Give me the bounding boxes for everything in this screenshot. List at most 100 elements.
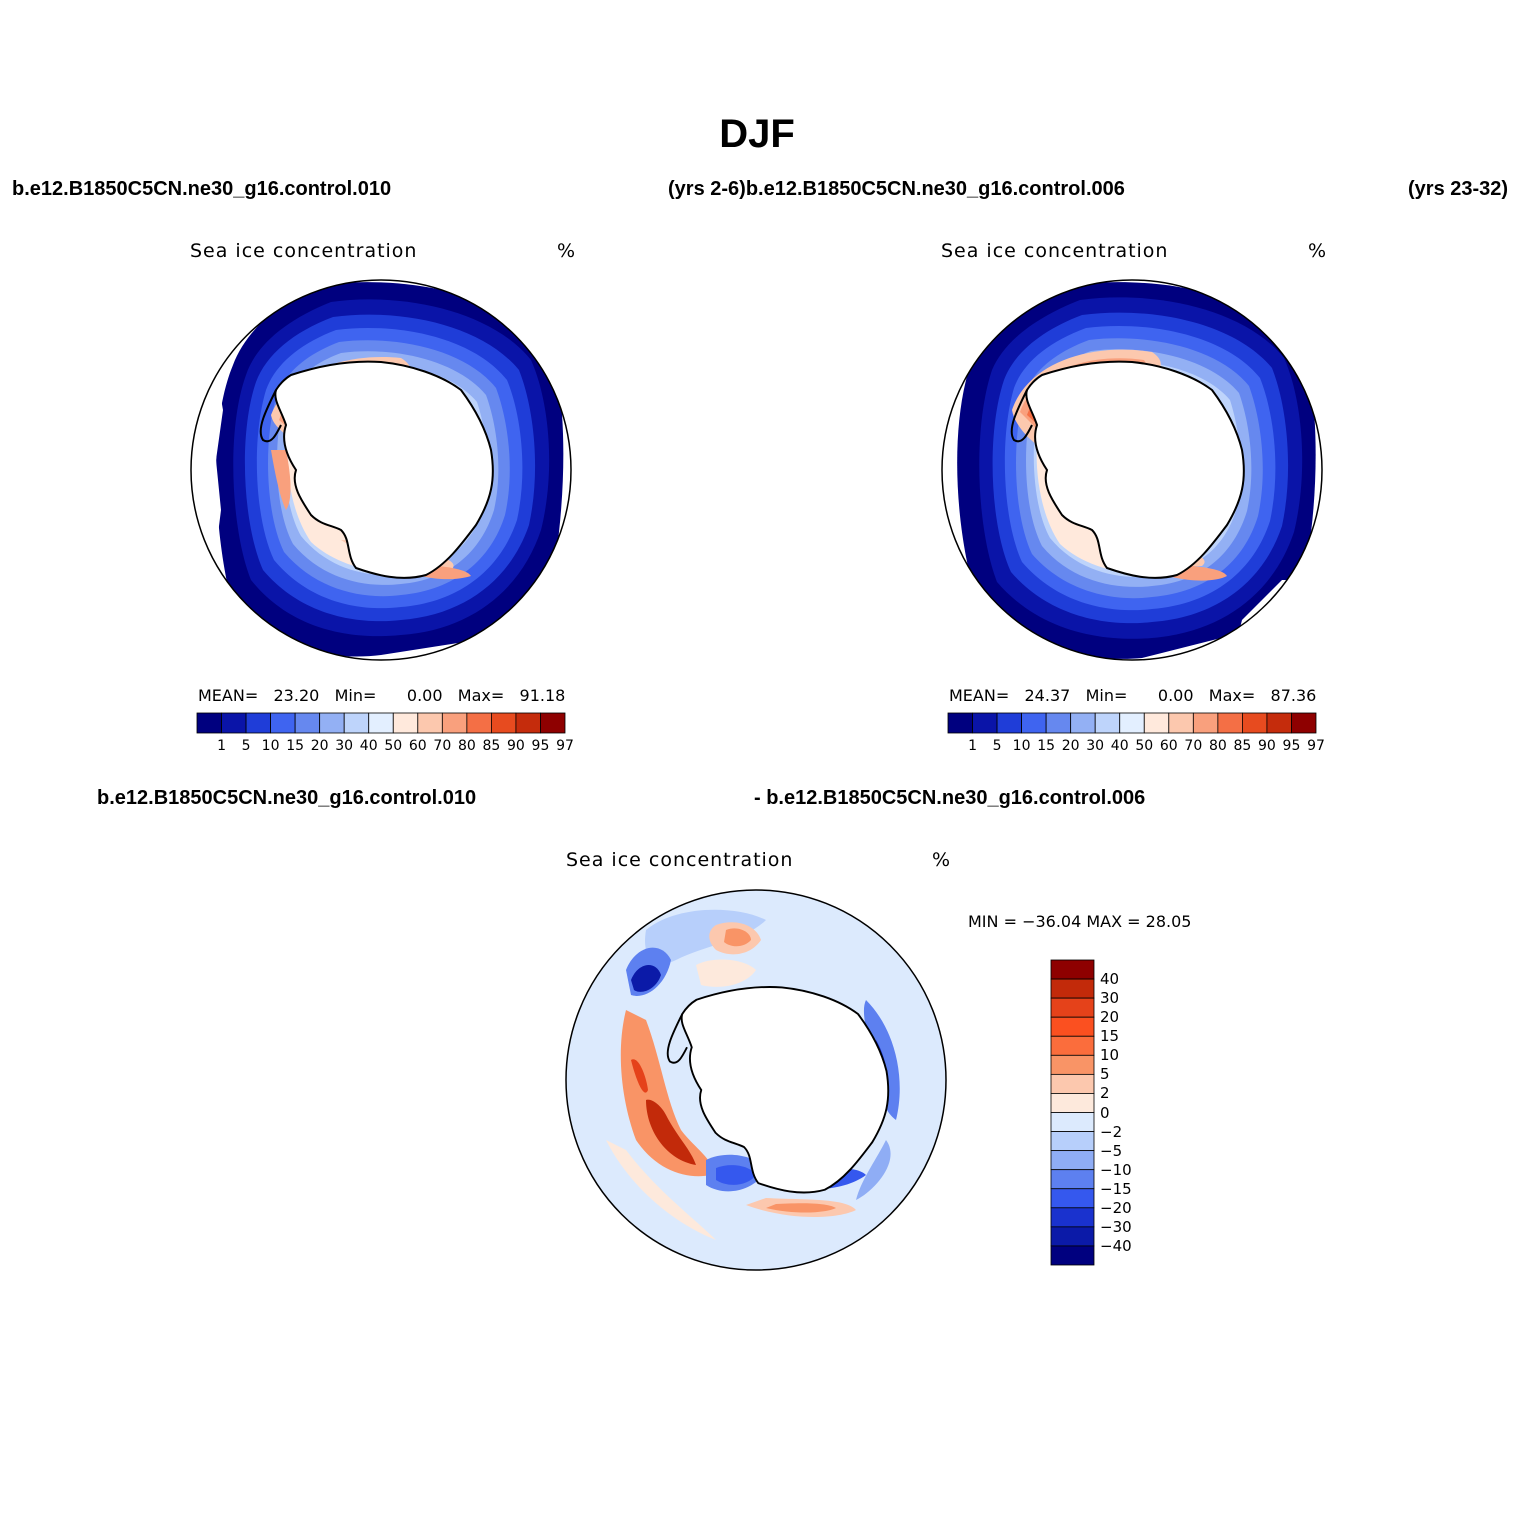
- panel2-peninsula: [1010, 389, 1033, 443]
- panel1-peninsula: [259, 389, 282, 443]
- colorbar2-tick-label: 97: [1307, 738, 1325, 754]
- colorbar2-swatch: [947, 712, 973, 734]
- colorbar1: [196, 712, 566, 734]
- panel3-patch-5: [724, 928, 751, 947]
- colorbar1-swatch: [515, 712, 541, 734]
- colorbar2-tick-label: 70: [1184, 738, 1203, 754]
- colorbar3-swatch: [1050, 1054, 1095, 1075]
- colorbar1-tick-label: 70: [433, 738, 452, 754]
- colorbar1-tick-label: 85: [482, 738, 501, 754]
- colorbar3-swatch: [1050, 1016, 1095, 1037]
- colorbar1-tick-label: 10: [261, 738, 280, 754]
- panel1-stats: MEAN= 23.20 Min= 0.00 Max= 91.18: [198, 686, 565, 705]
- header-top-left: b.e12.B1850C5CN.ne30_g16.control.010: [12, 178, 392, 200]
- colorbar1-tick-label: 95: [531, 738, 550, 754]
- panel1-max-label: Max=: [457, 686, 505, 705]
- colorbar3-swatch: [1050, 1093, 1095, 1113]
- panel1-patch-4: [271, 450, 291, 510]
- panel2-map: [942, 280, 1322, 660]
- panel3-patch-9: [646, 1099, 696, 1165]
- colorbar2-tick-label: 10: [1012, 738, 1031, 754]
- colorbar3-swatch: [1050, 1188, 1095, 1209]
- panel1-map-border: [190, 279, 572, 661]
- colorbar1-swatch: [417, 712, 443, 734]
- colorbar2-tick-label: 80: [1208, 738, 1227, 754]
- colorbar1-tick-label: 90: [507, 738, 525, 754]
- colorbar2-tick-label: 20: [1061, 738, 1080, 754]
- panel1-mean: 23.20: [273, 686, 320, 705]
- header-top-right: (yrs 23-32): [1408, 178, 1509, 200]
- colorbar1-tick-label: 1: [217, 738, 226, 754]
- colorbar2-swatch: [996, 712, 1022, 734]
- panel2-antarctica: [1025, 360, 1245, 579]
- colorbar2-swatch: [1021, 712, 1047, 734]
- colorbar2-swatch: [1045, 712, 1072, 734]
- panel2-max: 87.36: [1270, 686, 1317, 705]
- colorbar2-swatch: [1143, 712, 1170, 734]
- colorbar2-swatch: [1192, 712, 1219, 734]
- header-bottom-left: b.e12.B1850C5CN.ne30_g16.control.010: [97, 787, 477, 809]
- colorbar2: [947, 712, 1317, 734]
- colorbar3-swatch: [1050, 978, 1095, 999]
- colorbar3-swatch: [1050, 1035, 1095, 1056]
- colorbar3-swatch: [1050, 1150, 1095, 1171]
- colorbar1-swatch: [245, 712, 271, 734]
- colorbar3-swatch: [1050, 1207, 1095, 1228]
- panel2-max-label: Max=: [1208, 686, 1256, 705]
- colorbar1-swatch: [490, 712, 517, 734]
- colorbar2-swatch: [1119, 712, 1145, 734]
- colorbar1-tick-label: 50: [384, 738, 403, 754]
- colorbar2-tick-label: 95: [1282, 738, 1301, 754]
- colorbar1-ticks: 1 5 10 15 20 30 40 50 60 70 80 85 90 95 97: [0, 738, 1514, 758]
- panel3-patch-18: [856, 1140, 891, 1200]
- panel3-antarctica: [680, 986, 890, 1194]
- colorbar3-swatch: [1050, 1169, 1095, 1190]
- colorbar1-tick-label: 80: [457, 738, 476, 754]
- header-bottom-right: - b.e12.B1850C5CN.ne30_g16.control.006: [754, 787, 1146, 809]
- panel2-min-label: Min=: [1085, 686, 1128, 705]
- colorbar1-swatch: [270, 712, 296, 734]
- colorbar1-swatch: [466, 712, 492, 734]
- colorbar3-swatch: [1050, 959, 1095, 980]
- colorbar3-swatch: [1050, 1131, 1095, 1152]
- panel3-patch-12: [716, 1165, 756, 1185]
- panel3-title: Sea ice concentration: [566, 849, 794, 871]
- colorbar1-tick-label: 30: [335, 738, 354, 754]
- colorbar3-swatch: [1050, 1073, 1095, 1094]
- colorbar2-ticks: 1 5 10 15 20 30 40 50 60 70 80 85 90 95 97: [0, 738, 1514, 758]
- colorbar1-tick-label: 20: [310, 738, 329, 754]
- colorbar1-tick-label: 5: [241, 738, 251, 754]
- colorbar3-swatch: [1050, 1245, 1095, 1266]
- panel3-patch-3: [631, 964, 661, 992]
- panel3-map-border: [565, 889, 947, 1271]
- panel1-min-label: Min=: [334, 686, 377, 705]
- colorbar1-swatch: [294, 712, 321, 734]
- colorbar1-tick-label: 97: [556, 738, 574, 754]
- panel1-title: Sea ice concentration: [190, 240, 418, 262]
- panel1-min: 0.00: [406, 686, 443, 705]
- colorbar1-swatch: [540, 712, 566, 734]
- colorbar2-tick-label: 30: [1086, 738, 1105, 754]
- panel1-mean-label: MEAN=: [198, 686, 259, 705]
- colorbar2-tick-label: 90: [1258, 738, 1276, 754]
- panel3-patch-10: [631, 1059, 648, 1093]
- colorbar2-tick-label: 85: [1233, 738, 1252, 754]
- colorbar2-tick-label: 50: [1135, 738, 1154, 754]
- panel3-unit: %: [932, 849, 951, 871]
- panel1-unit: %: [557, 240, 576, 262]
- panel2-stats: MEAN= 24.37 Min= 0.00 Max= 87.36: [949, 686, 1316, 705]
- panel3-stats: MIN = −36.04 MAX = 28.05: [968, 912, 1192, 931]
- colorbar2-tick-label: 60: [1159, 738, 1178, 754]
- colorbar1-swatch: [343, 712, 370, 734]
- colorbar2-swatch: [972, 712, 998, 734]
- panel3-peninsula: [666, 1013, 688, 1064]
- header-top-middle: (yrs 2-6)b.e12.B1850C5CN.ne30_g16.contro…: [668, 178, 1125, 200]
- panel3-map: [566, 890, 946, 1270]
- colorbar2-tick-label: 5: [992, 738, 1002, 754]
- colorbar1-swatch: [441, 712, 468, 734]
- panel2-mean: 24.37: [1024, 686, 1071, 705]
- panel2-title: Sea ice concentration: [941, 240, 1169, 262]
- colorbar2-tick-label: 1: [968, 738, 977, 754]
